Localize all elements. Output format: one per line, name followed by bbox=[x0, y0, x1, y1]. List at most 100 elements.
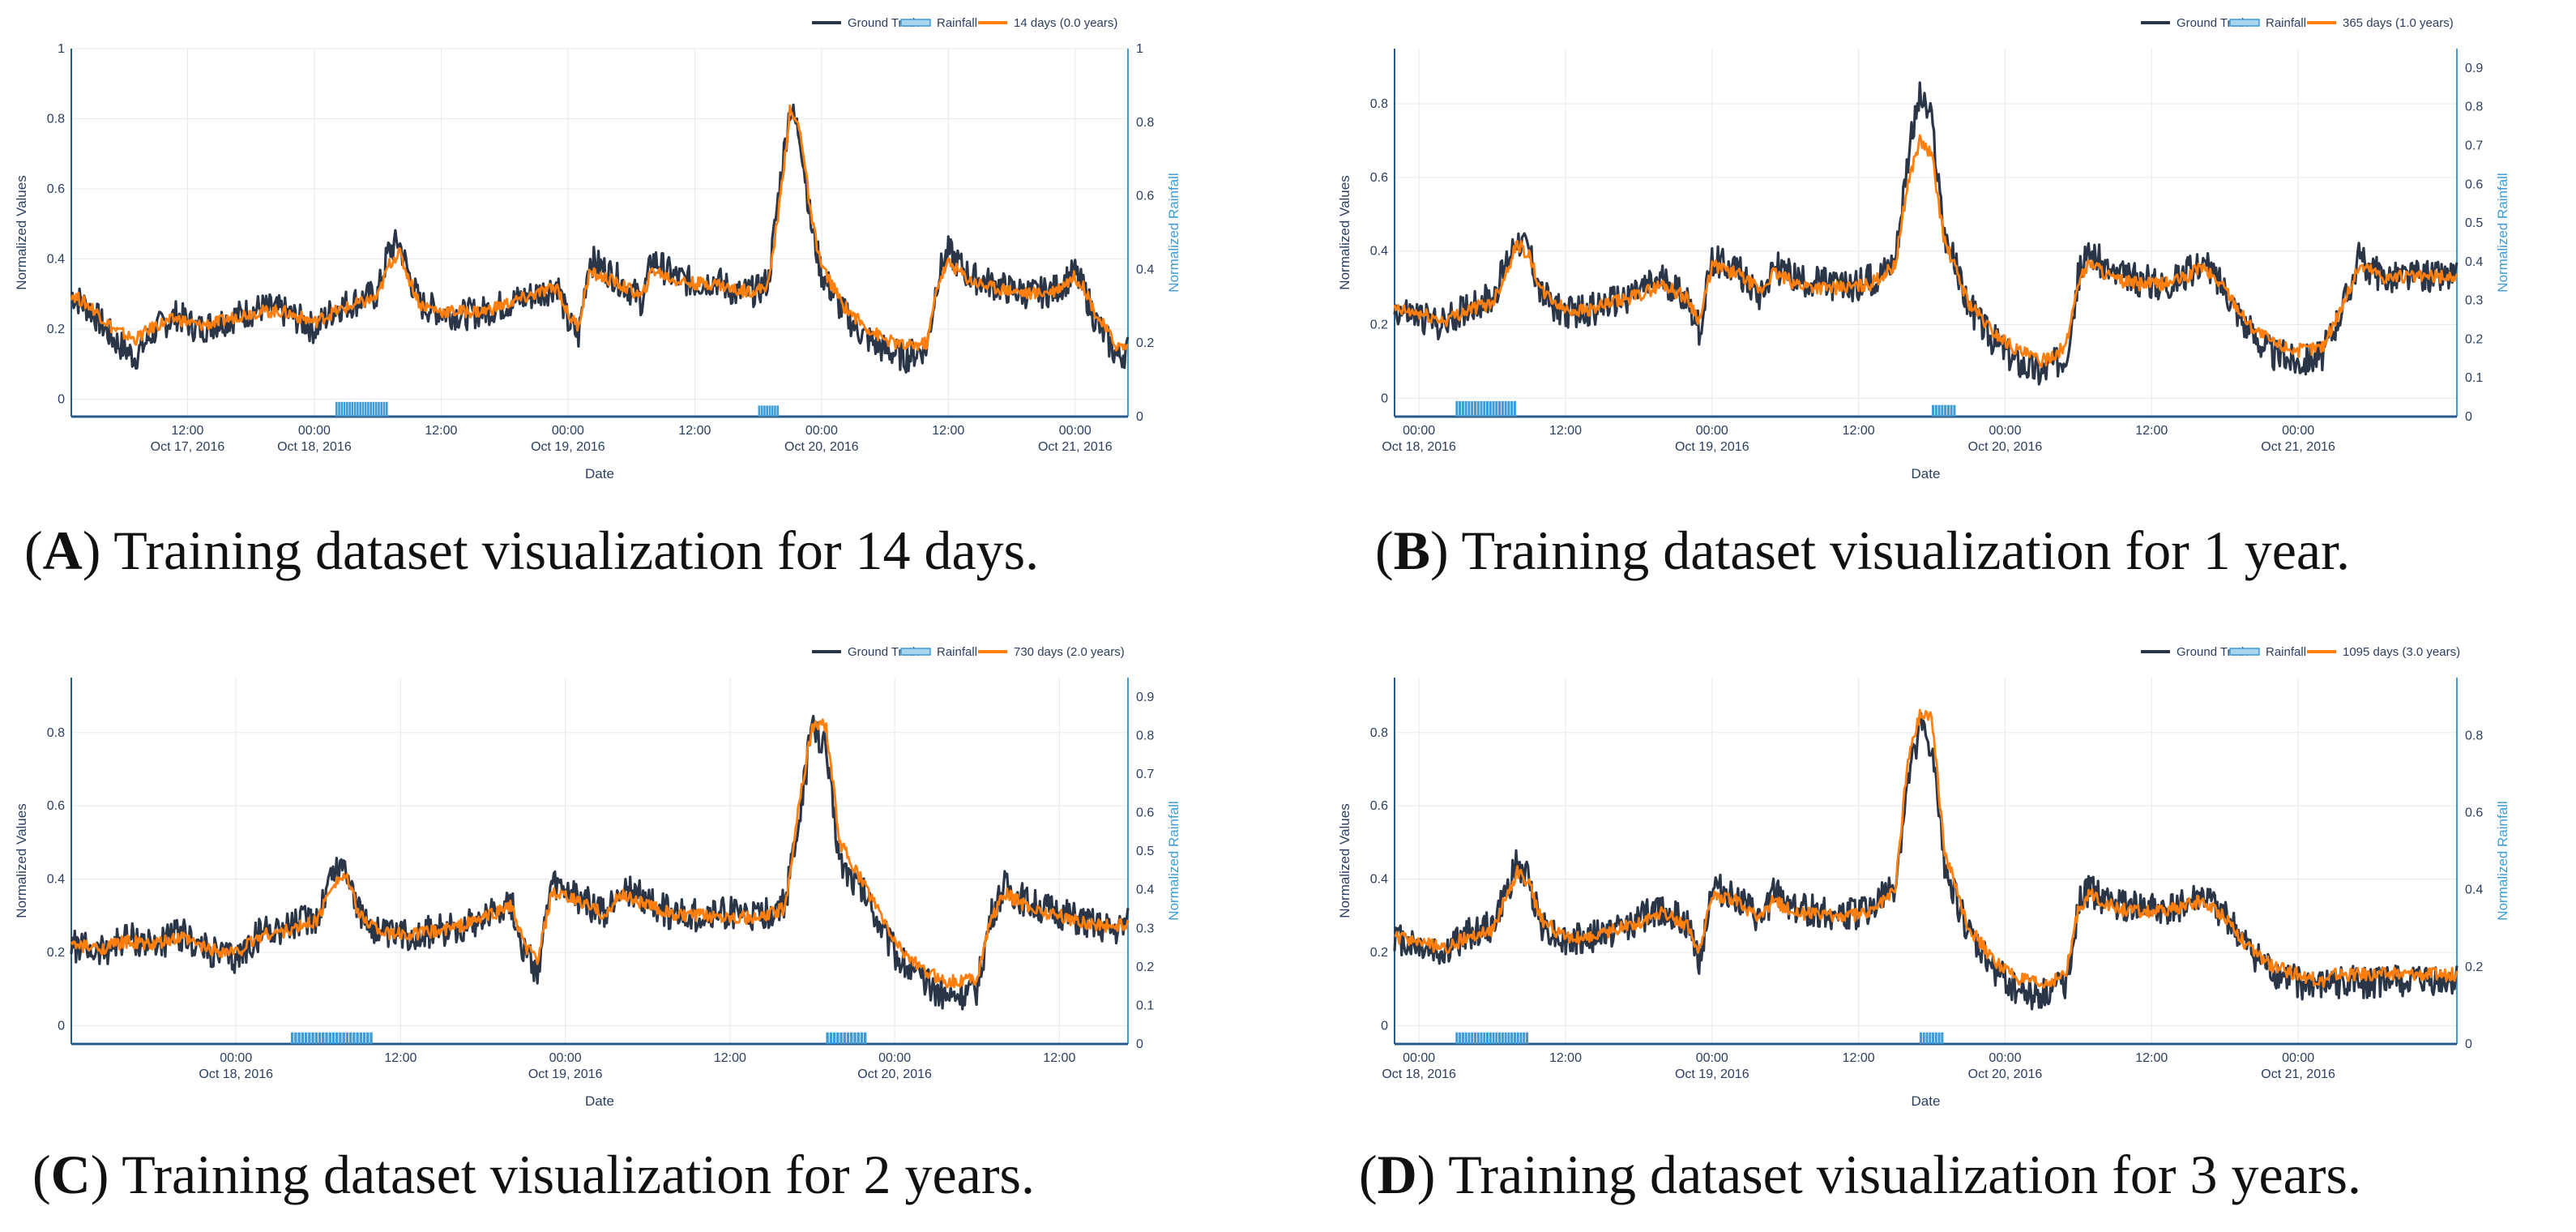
rainfall-bar bbox=[843, 1032, 846, 1044]
rainfall-bar bbox=[1510, 400, 1514, 417]
y-axis-title: Normalized Values bbox=[1337, 175, 1352, 289]
rainfall-bar bbox=[1501, 400, 1504, 417]
rainfall-bar bbox=[1932, 404, 1935, 417]
rainfall-bar bbox=[325, 1032, 328, 1044]
rainfall-bar bbox=[836, 1032, 839, 1044]
rainfall-bar bbox=[1937, 1032, 1941, 1044]
ground-truth-line bbox=[1393, 712, 2459, 1011]
y2-tick-label: 0.5 bbox=[2465, 216, 2483, 230]
y2-axis-title: Normalized Rainfall bbox=[1166, 801, 1181, 920]
y2-tick-label: 0.8 bbox=[1136, 729, 1154, 742]
rainfall-bar bbox=[758, 405, 761, 417]
y2-tick-label: 0.4 bbox=[1136, 263, 1154, 276]
rainfall-bar bbox=[1489, 400, 1492, 417]
rainfall-bar bbox=[339, 1032, 342, 1044]
rainfall-bar bbox=[1461, 400, 1464, 417]
x-tick-label: 12:00 bbox=[171, 424, 203, 438]
x-tick-date-label: Oct 19, 2016 bbox=[1675, 1067, 1749, 1081]
x-tick-label: 12:00 bbox=[1843, 1051, 1875, 1065]
rainfall-bar bbox=[857, 1032, 860, 1044]
rainfall-bar bbox=[1483, 1032, 1486, 1044]
rainfall-bar bbox=[1516, 1032, 1519, 1044]
x-tick-label: 00:00 bbox=[1059, 424, 1091, 438]
rainfall-bar bbox=[1492, 400, 1495, 417]
y-tick-label: 0.2 bbox=[1370, 946, 1388, 960]
rainfall-bar bbox=[1950, 404, 1953, 417]
rainfall-bar bbox=[1473, 400, 1476, 417]
y-tick-label: 0.2 bbox=[1370, 319, 1388, 332]
y2-tick-label: 0.2 bbox=[2465, 960, 2483, 974]
caption-a: (A) Training dataset visualization for 1… bbox=[24, 520, 1040, 581]
panel-b: 0 0.2 0.4 0.6 0.8 00:00 Oct 18, 2016 12:00 00:00… bbox=[1288, 0, 2576, 616]
rainfall-bar bbox=[1953, 404, 1956, 417]
legend-label: 1095 days (3.0 years) bbox=[2343, 645, 2460, 659]
rainfall-bar bbox=[364, 401, 367, 417]
x-tick-date-label: Oct 20, 2016 bbox=[784, 440, 859, 454]
x-tick-label: 00:00 bbox=[220, 1051, 252, 1065]
rainfall-bar bbox=[370, 401, 372, 417]
rainfall-bar bbox=[331, 1032, 335, 1044]
rainfall-bar bbox=[1464, 1032, 1467, 1044]
rainfall-bar bbox=[359, 401, 361, 417]
x-axis-title: Date bbox=[585, 1093, 614, 1109]
x-tick-label: 00:00 bbox=[2282, 1051, 2314, 1065]
y-tick-label: 1 bbox=[58, 42, 65, 56]
rainfall-bar bbox=[829, 1032, 833, 1044]
x-tick-label: 00:00 bbox=[878, 1051, 911, 1065]
x-tick-label: 12:00 bbox=[2135, 424, 2168, 438]
x-tick-label: 12:00 bbox=[1549, 1051, 1582, 1065]
rainfall-bar bbox=[766, 405, 768, 417]
prediction-line bbox=[70, 718, 1130, 989]
y2-tick-label: 0.3 bbox=[1136, 922, 1154, 935]
y2-tick-label: 0.8 bbox=[2465, 729, 2483, 742]
y2-tick-label: 0.1 bbox=[2465, 371, 2483, 385]
y-tick-label: 0 bbox=[58, 392, 65, 406]
rainfall-bar bbox=[366, 1032, 370, 1044]
x-tick-label: 00:00 bbox=[552, 424, 584, 438]
y-tick-label: 0.4 bbox=[1370, 245, 1388, 259]
rainfall-bar bbox=[345, 1032, 349, 1044]
rainfall-bar bbox=[1476, 1032, 1480, 1044]
y2-tick-label: 0.3 bbox=[2465, 294, 2483, 308]
rainfall-bar bbox=[335, 1032, 339, 1044]
y2-tick-label: 0.7 bbox=[2465, 139, 2483, 152]
y-tick-label: 0.2 bbox=[47, 946, 65, 960]
rainfall-bar bbox=[1461, 1032, 1464, 1044]
rainfall-bar bbox=[1467, 1032, 1471, 1044]
caption-b: (B) Training dataset visualization for 1… bbox=[1375, 520, 2351, 581]
legend: Ground Truth Rainfall 14 days (0.0 years) bbox=[812, 16, 1117, 30]
rainfall-bar bbox=[372, 401, 375, 417]
rainfall-bar bbox=[338, 401, 340, 417]
x-tick-label: 12:00 bbox=[678, 424, 711, 438]
x-tick-label: 00:00 bbox=[1989, 1051, 2021, 1065]
rainfall-bar bbox=[1519, 1032, 1523, 1044]
rainfall-bar bbox=[1459, 400, 1462, 417]
legend-rainfall-swatch bbox=[2229, 648, 2260, 656]
rainfall-bar bbox=[1471, 1032, 1474, 1044]
y-axis-title: Normalized Values bbox=[14, 803, 29, 918]
y2-tick-label: 0.5 bbox=[1136, 845, 1154, 858]
rainfall-bar bbox=[357, 401, 359, 417]
x-tick-label: 12:00 bbox=[425, 424, 457, 438]
rainfall-bar bbox=[342, 1032, 345, 1044]
y2-tick-label: 0.6 bbox=[1136, 806, 1154, 820]
rainfall-bar bbox=[348, 1032, 352, 1044]
rainfall-bar bbox=[322, 1032, 325, 1044]
legend: Ground Truth Rainfall 730 days (2.0 years) bbox=[812, 645, 1125, 659]
rainfall-bar bbox=[370, 1032, 373, 1044]
legend-label: Rainfall bbox=[937, 16, 977, 30]
rainfall-bar bbox=[1932, 1032, 1935, 1044]
x-tick-label: 12:00 bbox=[384, 1051, 417, 1065]
rainfall-bar bbox=[1483, 400, 1486, 417]
y-tick-label: 0.4 bbox=[47, 873, 65, 887]
prediction-line bbox=[1394, 708, 2459, 989]
rainfall-bar bbox=[340, 401, 344, 417]
rainfall-bar bbox=[352, 1032, 356, 1044]
rainfall-bar bbox=[771, 405, 774, 417]
legend-label: 365 days (1.0 years) bbox=[2343, 16, 2454, 30]
x-tick-label: 12:00 bbox=[932, 424, 964, 438]
x-tick-date-label: Oct 19, 2016 bbox=[528, 1067, 603, 1081]
y2-tick-label: 0.7 bbox=[1136, 768, 1154, 781]
rainfall-bar bbox=[1925, 1032, 1929, 1044]
rainfall-bar bbox=[297, 1032, 301, 1044]
